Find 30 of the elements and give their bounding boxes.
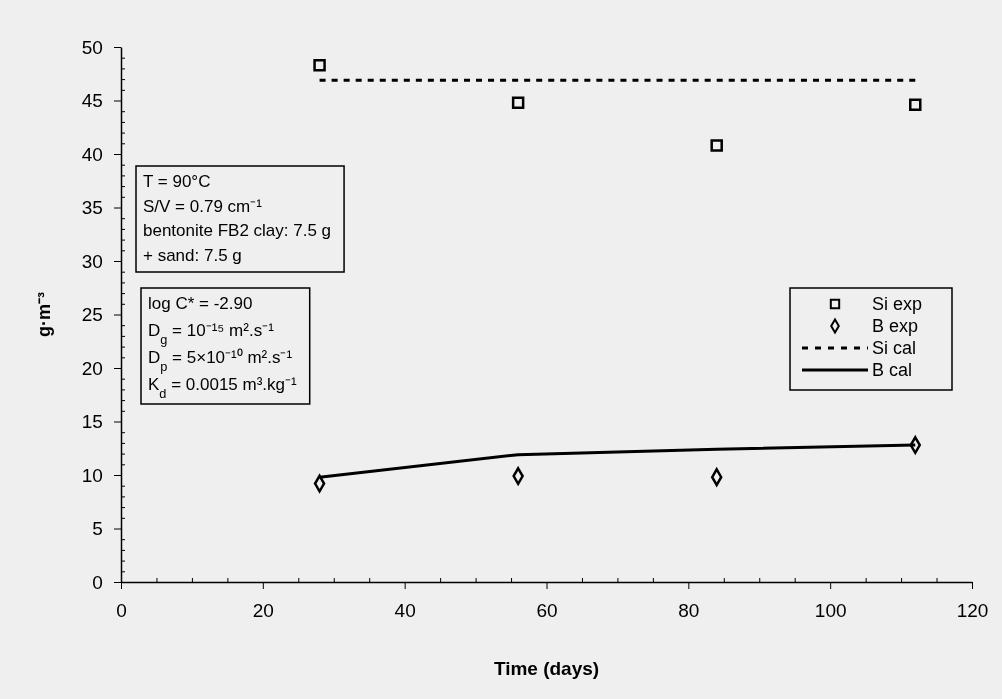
x-tick-label: 120 — [956, 600, 989, 622]
y-tick-label: 40 — [81, 143, 103, 165]
y-tick-label: 15 — [81, 411, 103, 433]
y-tick-label: 35 — [81, 197, 103, 219]
y-tick-label: 25 — [81, 304, 103, 326]
x-tick-label: 40 — [394, 600, 416, 622]
y-tick-label: 20 — [81, 357, 103, 379]
y-tick-label: 30 — [81, 250, 103, 272]
point — [909, 98, 922, 112]
point — [313, 58, 326, 72]
legend-label: Si cal — [872, 338, 917, 358]
y-tick-label: 45 — [81, 90, 103, 112]
y-tick-label: 5 — [92, 518, 103, 540]
y-axis-title: g·m⁻³ — [34, 292, 54, 337]
legend-label: B exp — [872, 316, 919, 336]
legend-label: B cal — [872, 360, 913, 380]
y-tick-label: 0 — [92, 571, 103, 593]
x-tick-label: 100 — [814, 600, 847, 622]
legend-label: Si exp — [872, 294, 923, 314]
x-tick-label: 80 — [678, 600, 700, 622]
y-tick-label: 10 — [81, 464, 103, 486]
annotation: T = 90°C S/V = 0.79 cm⁻¹ bentonite FB2 clay: 7.5 g + sand: 7.5 g — [143, 172, 332, 265]
text: log C* = -2.90 D$_{g}$ = 10⁻¹⁵ m².s⁻¹ D$_{p}$ = 5×10⁻¹⁰ m².s⁻¹ K$_{d}$ = 0.0015 m³.kg⁻¹ — [148, 294, 297, 401]
x-axis-title: Time (days) — [493, 658, 600, 679]
point — [511, 96, 525, 109]
x-tick-label: 0 — [116, 600, 127, 622]
point — [710, 139, 723, 152]
x-tick-label: 60 — [536, 600, 558, 622]
x-tick-label: 20 — [252, 600, 274, 622]
y-tick-label: 50 — [81, 36, 103, 58]
